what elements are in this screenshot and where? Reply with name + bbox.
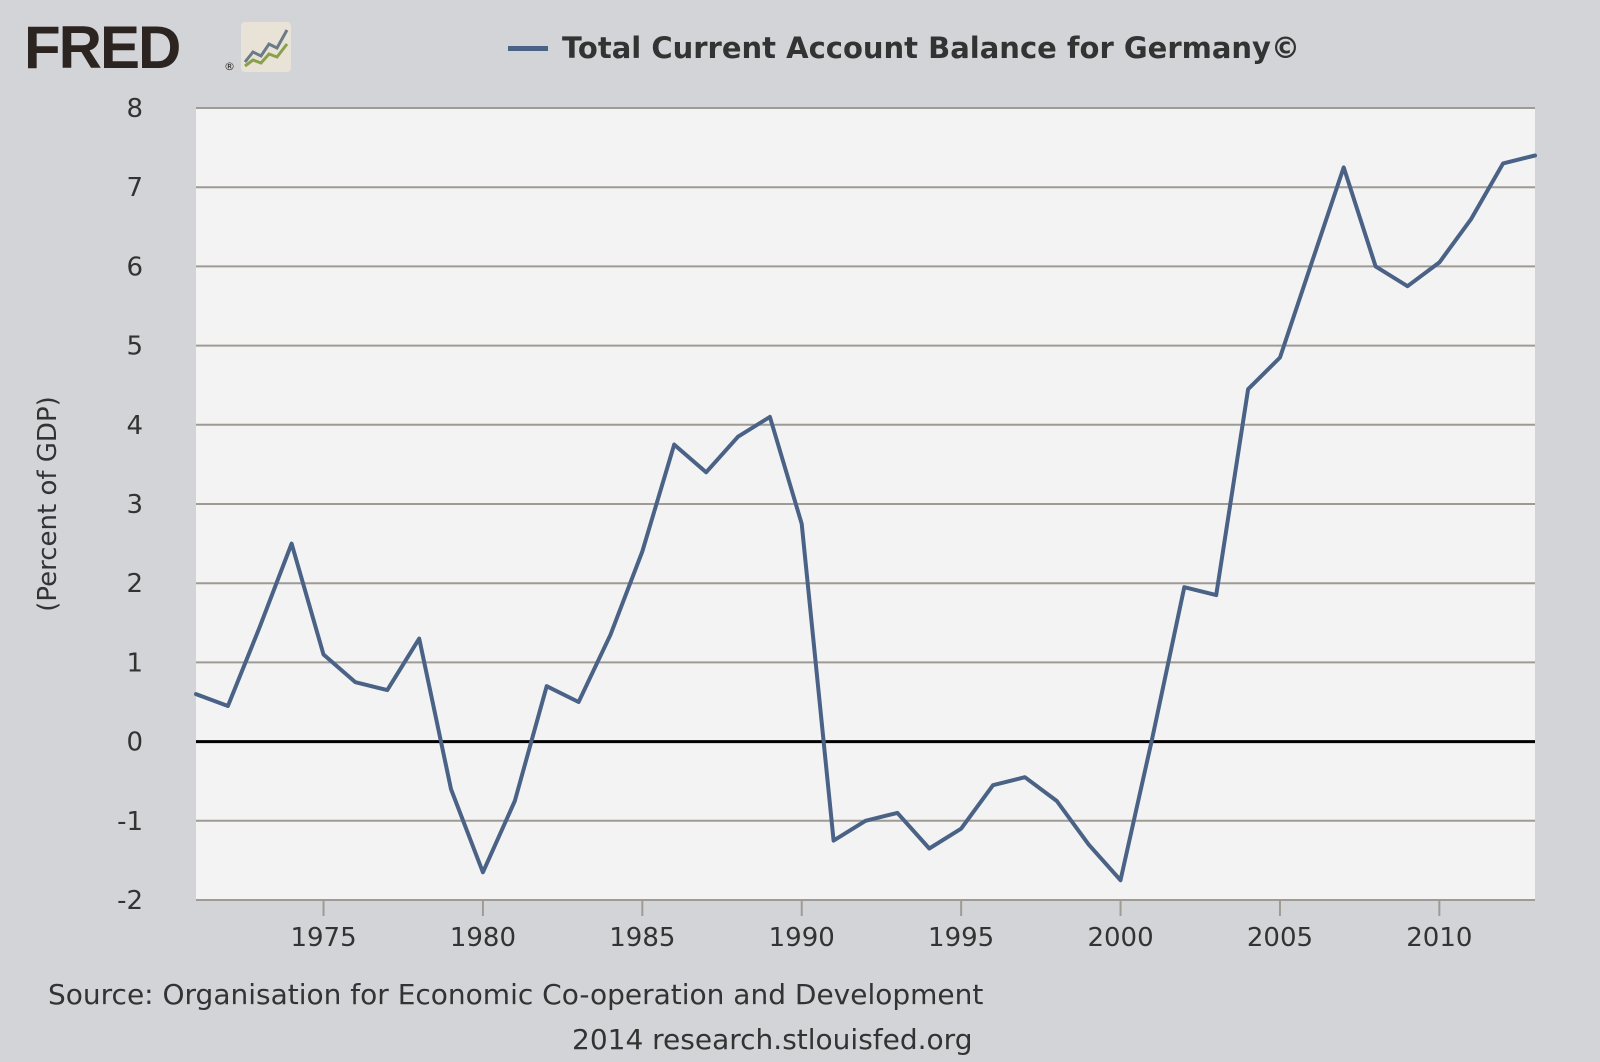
data-point[interactable] [637,547,647,557]
data-point[interactable] [1211,590,1221,600]
data-point[interactable] [478,867,488,877]
series-line[interactable] [194,153,1537,883]
data-point[interactable] [1275,352,1285,362]
x-axis-ticks: 1975 1980 1985 1990 1995 2000 2005 2010 [290,900,1472,953]
data-point[interactable] [223,701,233,711]
x-tick-label: 1990 [769,923,835,953]
data-point[interactable] [1307,257,1317,267]
y-tick-label: 7 [126,173,143,203]
x-tick-label: 2005 [1247,923,1313,953]
y-tick-label: 0 [126,728,143,758]
data-point[interactable] [701,467,711,477]
data-point[interactable] [574,697,584,707]
y-tick-label: 6 [126,252,143,282]
data-point[interactable] [605,630,615,640]
y-tick-label: 8 [126,94,143,124]
y-axis-label: (Percent of GDP) [33,396,63,612]
trend-line-icon [241,22,291,72]
data-point[interactable] [1116,875,1126,885]
data-point[interactable] [319,649,329,659]
data-point[interactable] [1179,582,1189,592]
registered-mark: ® [224,60,235,73]
data-point[interactable] [1020,772,1030,782]
data-point[interactable] [1084,840,1094,850]
data-point[interactable] [1147,733,1157,743]
data-point[interactable] [542,681,552,691]
source-note: Source: Organisation for Economic Co-ope… [48,978,984,1011]
y-tick-label: -1 [117,807,143,837]
data-point[interactable] [988,780,998,790]
series-group [191,151,1540,885]
y-tick-label: 1 [126,648,143,678]
data-point[interactable] [1434,257,1444,267]
data-point[interactable] [861,816,871,826]
data-point[interactable] [1466,214,1476,224]
data-point[interactable] [669,440,679,450]
y-tick-label: 4 [126,411,143,441]
data-point[interactable] [446,784,456,794]
data-point[interactable] [255,622,265,632]
data-point[interactable] [892,808,902,818]
chart-legend: Total Current Account Balance for German… [508,30,1300,66]
legend-label: Total Current Account Balance for German… [562,31,1300,65]
y-tick-label: -2 [117,886,143,916]
data-point[interactable] [191,689,201,699]
data-point[interactable] [1530,151,1540,161]
data-point[interactable] [382,685,392,695]
data-point[interactable] [1339,162,1349,172]
data-point[interactable] [1498,158,1508,168]
data-point[interactable] [1052,796,1062,806]
data-point[interactable] [829,836,839,846]
data-point[interactable] [287,539,297,549]
data-point[interactable] [924,844,934,854]
data-point[interactable] [797,519,807,529]
legend-swatch [508,45,548,51]
data-point[interactable] [733,432,743,442]
x-tick-label: 2010 [1406,923,1472,953]
x-tick-label: 2000 [1087,923,1153,953]
data-point[interactable] [350,677,360,687]
x-tick-label: 1985 [609,923,675,953]
x-tick-label: 1995 [928,923,994,953]
data-point[interactable] [765,412,775,422]
logo-text: FRED [24,14,181,81]
credit-note[interactable]: 2014 research.stlouisfed.org [572,1023,973,1056]
line-chart: 8 7 6 5 4 3 2 1 0 -1 -2 1975 1980 1985 1990 1995 2000 20… [33,94,1540,953]
y-axis-ticks: 8 7 6 5 4 3 2 1 0 -1 -2 [117,94,143,916]
fred-logo[interactable]: FRED ® [24,14,291,81]
y-tick-label: 5 [126,332,143,362]
data-point[interactable] [1243,384,1253,394]
data-point[interactable] [1371,261,1381,271]
x-tick-label: 1980 [450,923,516,953]
y-tick-label: 2 [126,569,143,599]
x-tick-label: 1975 [290,923,356,953]
data-point[interactable] [510,796,520,806]
data-point[interactable] [956,824,966,834]
data-point[interactable] [1402,281,1412,291]
data-point[interactable] [414,634,424,644]
y-tick-label: 3 [126,490,143,520]
